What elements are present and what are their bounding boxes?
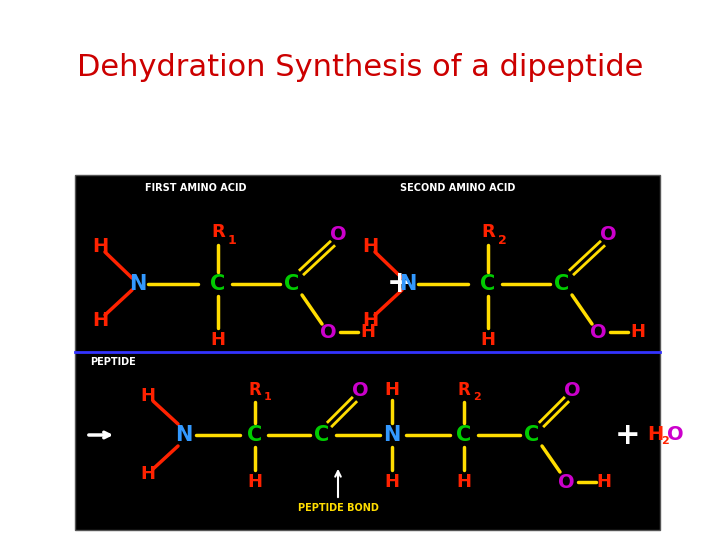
Text: O: O xyxy=(330,226,346,245)
Text: H: H xyxy=(92,310,108,329)
Text: C: C xyxy=(456,425,472,445)
Text: C: C xyxy=(210,274,225,294)
Text: N: N xyxy=(130,274,147,294)
Text: O: O xyxy=(564,381,580,400)
Text: H: H xyxy=(384,473,400,491)
Text: C: C xyxy=(284,274,300,294)
Text: H: H xyxy=(384,381,400,399)
Text: +: + xyxy=(615,421,641,449)
Text: 2: 2 xyxy=(473,392,481,402)
Text: O: O xyxy=(351,381,369,400)
Text: O: O xyxy=(558,472,575,491)
Text: H: H xyxy=(456,473,472,491)
Text: N: N xyxy=(175,425,193,445)
Text: +: + xyxy=(387,269,413,299)
Text: C: C xyxy=(554,274,570,294)
Text: C: C xyxy=(315,425,330,445)
Text: H: H xyxy=(210,331,225,349)
Text: C: C xyxy=(248,425,263,445)
Text: H: H xyxy=(362,238,378,256)
Text: N: N xyxy=(383,425,401,445)
Text: O: O xyxy=(320,322,336,341)
Text: O: O xyxy=(667,426,683,444)
Text: 2: 2 xyxy=(661,436,669,446)
Text: PEPTIDE: PEPTIDE xyxy=(90,357,136,367)
Text: O: O xyxy=(600,226,616,245)
Text: R: R xyxy=(248,381,261,399)
Text: Dehydration Synthesis of a dipeptide: Dehydration Synthesis of a dipeptide xyxy=(77,53,643,83)
Text: H: H xyxy=(361,323,376,341)
Text: C: C xyxy=(524,425,539,445)
Text: 2: 2 xyxy=(498,233,506,246)
Text: PEPTIDE BOND: PEPTIDE BOND xyxy=(297,503,379,513)
Text: C: C xyxy=(480,274,495,294)
Text: H: H xyxy=(480,331,495,349)
Text: O: O xyxy=(590,322,606,341)
Text: R: R xyxy=(458,381,470,399)
Text: R: R xyxy=(481,223,495,241)
Text: SECOND AMINO ACID: SECOND AMINO ACID xyxy=(400,183,516,193)
Text: FIRST AMINO ACID: FIRST AMINO ACID xyxy=(145,183,246,193)
Text: H: H xyxy=(631,323,646,341)
Text: H: H xyxy=(92,238,108,256)
Text: H: H xyxy=(362,310,378,329)
Text: H: H xyxy=(596,473,611,491)
Text: R: R xyxy=(211,223,225,241)
Text: H: H xyxy=(140,387,156,405)
Text: H: H xyxy=(248,473,263,491)
Text: 1: 1 xyxy=(264,392,272,402)
Bar xyxy=(75,175,660,530)
Text: 1: 1 xyxy=(228,233,236,246)
Text: N: N xyxy=(400,274,417,294)
Text: H: H xyxy=(140,465,156,483)
Text: H: H xyxy=(647,426,663,444)
